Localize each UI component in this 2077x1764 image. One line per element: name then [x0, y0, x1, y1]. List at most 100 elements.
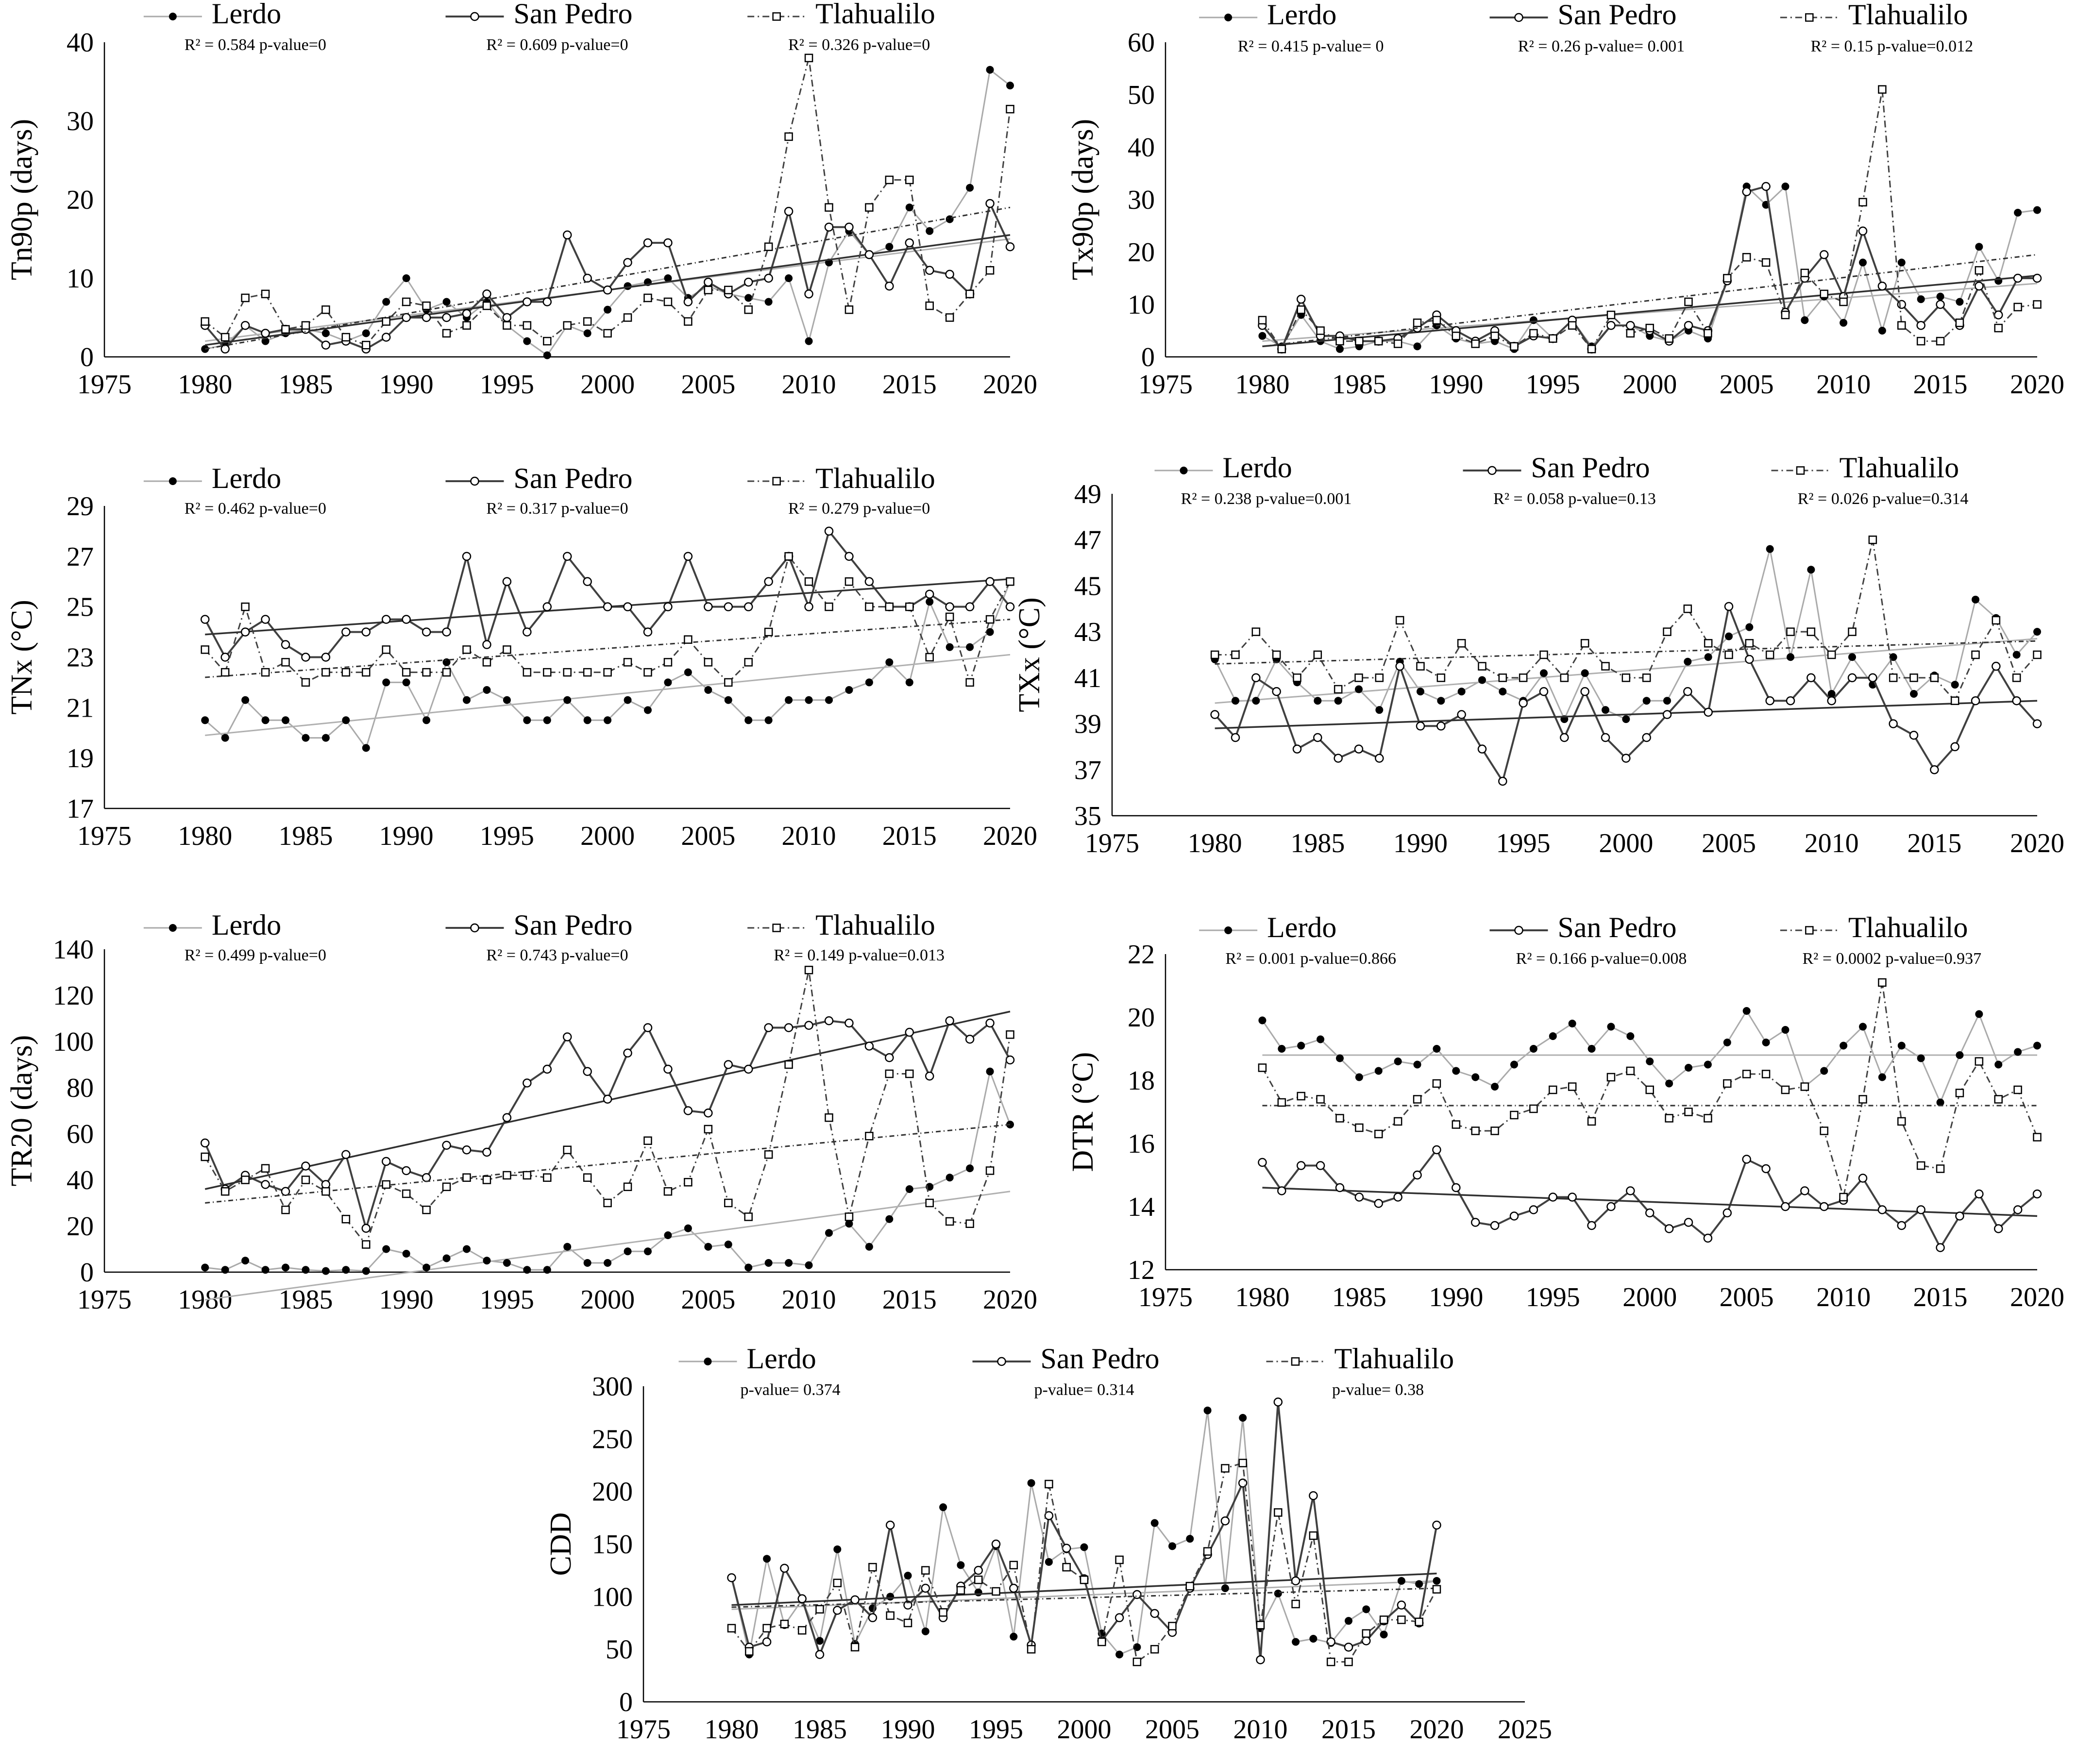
data-point — [442, 668, 451, 677]
y-tick-label: 300 — [592, 1372, 633, 1402]
regression-stat: p-value= 0.374 — [740, 1381, 840, 1399]
data-point — [1936, 292, 1944, 301]
legend-item-tlahualilo: Tlahualilo — [1780, 0, 1968, 31]
data-point — [780, 1619, 789, 1629]
data-point — [1277, 345, 1286, 353]
data-point — [945, 1016, 954, 1025]
data-point — [201, 645, 209, 654]
x-tick-label: 2015 — [1913, 370, 1968, 400]
data-point — [904, 1572, 912, 1579]
x-tick-label: 2005 — [1145, 1714, 1199, 1745]
data-point — [342, 1266, 350, 1274]
data-point — [1568, 1082, 1577, 1091]
data-point — [1380, 1630, 1388, 1639]
data-point — [241, 696, 250, 704]
data-point — [684, 668, 692, 676]
data-point — [1858, 1095, 1867, 1104]
data-point — [1848, 653, 1856, 661]
data-point — [885, 1069, 894, 1078]
data-point — [1258, 316, 1267, 325]
data-point — [850, 1595, 860, 1605]
x-tick-label: 1975 — [1138, 1282, 1193, 1312]
y-tick-label: 18 — [1128, 1066, 1155, 1096]
data-point — [1745, 623, 1754, 631]
y-tick-label: 20 — [1128, 1003, 1155, 1033]
data-point — [816, 1637, 824, 1645]
x-tick-label: 2000 — [580, 370, 635, 400]
data-point — [1916, 1161, 1925, 1170]
legend-label: Lerdo — [212, 0, 281, 30]
data-point — [1950, 742, 1959, 752]
data-point — [321, 340, 331, 350]
data-point — [1858, 1174, 1868, 1183]
data-point — [562, 552, 572, 561]
data-point — [1296, 1161, 1306, 1170]
data-point — [1540, 669, 1548, 677]
x-tick-label: 2020 — [1410, 1714, 1464, 1745]
legend-label: Lerdo — [1223, 452, 1292, 484]
y-tick-label: 250 — [592, 1424, 633, 1454]
data-point — [402, 313, 411, 322]
chart-dtr: 12 14 16 18 20 22 1975 1980 1985 1990 1995 2000 2005… — [1066, 911, 2064, 1312]
data-point — [583, 273, 592, 283]
x-tick-label: 1980 — [1235, 1282, 1289, 1312]
data-point — [1930, 765, 1939, 774]
data-point — [763, 1555, 771, 1563]
data-point — [985, 1018, 995, 1028]
data-point — [1397, 1615, 1406, 1624]
x-tick-label: 2005 — [681, 821, 735, 851]
data-point — [2033, 1133, 2042, 1142]
x-tick-label: 1995 — [480, 1285, 534, 1315]
data-point — [1272, 687, 1281, 696]
regression-stat: R² = 0.001 p-value=0.866 — [1225, 950, 1396, 968]
data-point — [543, 336, 552, 346]
series-lerdo — [201, 577, 1014, 752]
data-point — [281, 1206, 290, 1214]
data-point — [1432, 1079, 1441, 1088]
y-tick-label: 16 — [1128, 1129, 1155, 1159]
data-point — [1452, 1183, 1461, 1193]
data-point — [1291, 1599, 1300, 1609]
data-point — [241, 1257, 250, 1265]
data-point — [643, 627, 653, 637]
data-point — [885, 1215, 894, 1223]
data-point — [201, 1263, 209, 1272]
y-axis-label: TR20 (days) — [5, 1035, 38, 1187]
data-point — [1335, 336, 1344, 346]
data-point — [1027, 1645, 1036, 1654]
data-point — [482, 658, 491, 667]
series-san-pedro — [727, 1397, 1441, 1664]
data-point — [422, 313, 431, 322]
data-point — [2032, 719, 2042, 728]
data-point — [764, 1023, 773, 1032]
data-point — [1683, 605, 1692, 613]
y-tick-label: 19 — [67, 743, 94, 773]
data-point — [1452, 1120, 1461, 1129]
data-point — [780, 1563, 789, 1573]
y-axis-label: Tn90p (days) — [5, 119, 38, 280]
data-point — [341, 1215, 351, 1224]
data-point — [1916, 320, 1925, 330]
data-point — [1297, 1092, 1305, 1101]
data-point — [864, 250, 874, 259]
x-tick-label: 2000 — [1622, 370, 1677, 400]
data-point — [1606, 1202, 1616, 1211]
legend-marker — [169, 13, 177, 20]
data-point — [1452, 332, 1461, 340]
legend-item-lerdo: Lerdo — [143, 462, 281, 494]
legend-marker — [1291, 1357, 1300, 1366]
data-point — [1704, 639, 1713, 648]
data-point — [523, 716, 531, 724]
regression-stat: p-value= 0.314 — [1034, 1381, 1134, 1399]
data-point — [744, 716, 753, 724]
data-point — [1252, 697, 1260, 705]
x-tick-label: 1995 — [1496, 828, 1551, 858]
legend-item-tlahualilo: Tlahualilo — [747, 909, 935, 941]
x-tick-label: 2000 — [580, 1285, 635, 1315]
data-point — [2033, 300, 2042, 309]
series-tlahualilo — [201, 53, 1014, 350]
data-point — [785, 696, 793, 704]
data-point — [623, 313, 632, 322]
y-tick-label: 0 — [80, 1258, 94, 1288]
data-point — [362, 668, 371, 677]
